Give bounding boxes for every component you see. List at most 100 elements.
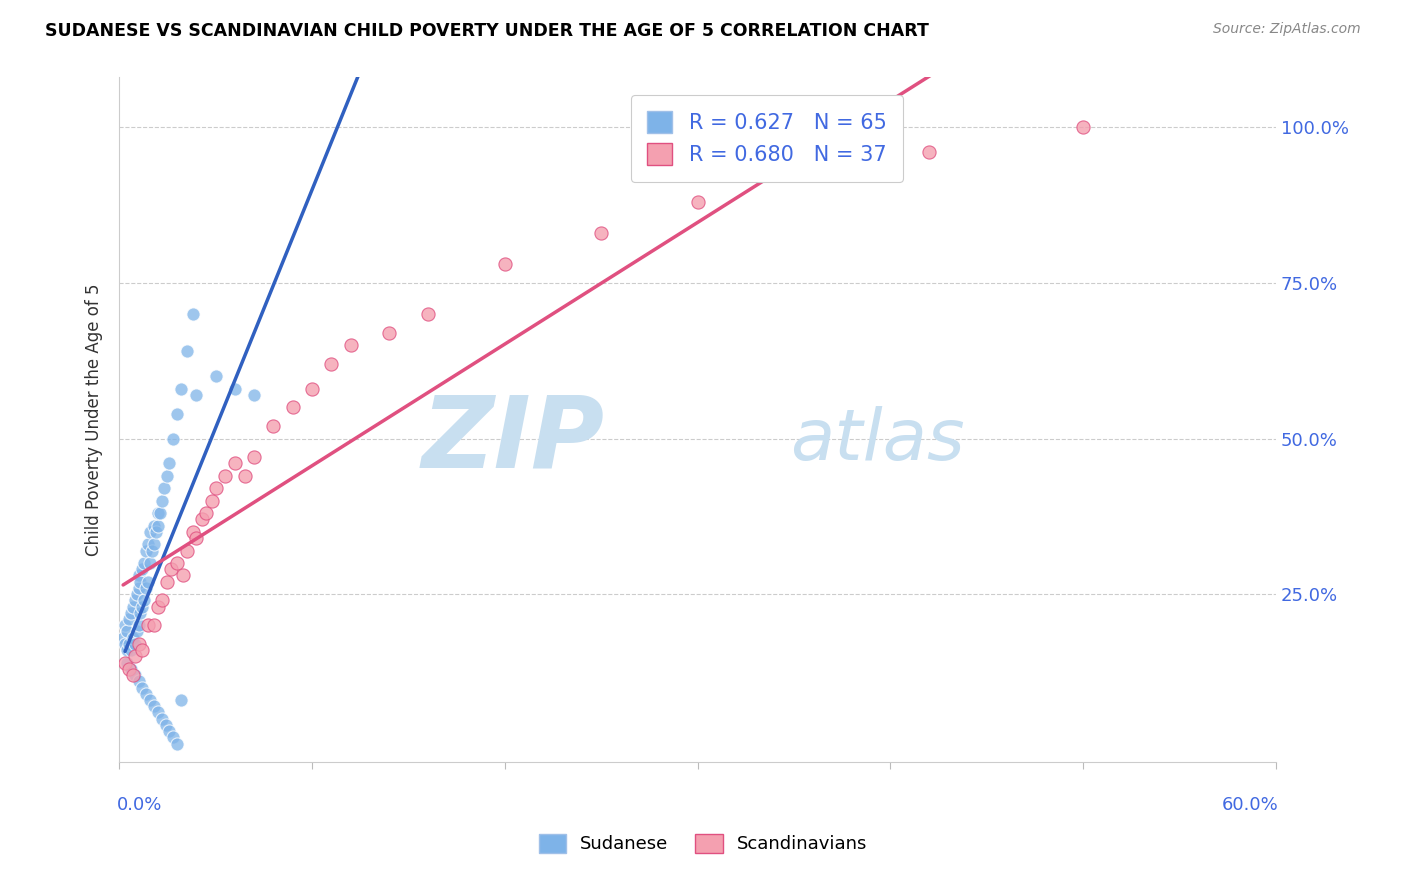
Point xyxy=(120,662,142,676)
Point xyxy=(134,556,156,570)
Point xyxy=(149,506,172,520)
Point xyxy=(128,581,150,595)
Point xyxy=(156,574,179,589)
Point xyxy=(114,618,136,632)
Point xyxy=(145,524,167,539)
Point xyxy=(686,194,709,209)
Point xyxy=(150,712,173,726)
Point xyxy=(166,407,188,421)
Point xyxy=(139,556,162,570)
Point xyxy=(201,493,224,508)
Point xyxy=(181,524,204,539)
Point xyxy=(135,687,157,701)
Point xyxy=(128,618,150,632)
Text: Source: ZipAtlas.com: Source: ZipAtlas.com xyxy=(1213,22,1361,37)
Point xyxy=(146,599,169,614)
Point xyxy=(143,699,166,714)
Legend: Sudanese, Scandinavians: Sudanese, Scandinavians xyxy=(531,826,875,861)
Point xyxy=(139,524,162,539)
Point xyxy=(114,656,136,670)
Point xyxy=(114,637,136,651)
Point xyxy=(124,649,146,664)
Point xyxy=(124,593,146,607)
Point xyxy=(591,226,613,240)
Text: ZIP: ZIP xyxy=(422,392,605,489)
Point xyxy=(134,593,156,607)
Point xyxy=(128,674,150,689)
Point xyxy=(121,599,143,614)
Point xyxy=(121,631,143,645)
Point xyxy=(156,468,179,483)
Point xyxy=(378,326,401,340)
Point xyxy=(224,457,246,471)
Point xyxy=(166,737,188,751)
Point xyxy=(131,681,153,695)
Point xyxy=(112,631,135,645)
Point xyxy=(494,257,516,271)
Point xyxy=(124,668,146,682)
Point xyxy=(176,344,198,359)
Point xyxy=(136,574,159,589)
Point xyxy=(146,706,169,720)
Point xyxy=(121,668,143,682)
Point xyxy=(118,612,141,626)
Point xyxy=(129,574,152,589)
Point xyxy=(131,643,153,657)
Point xyxy=(263,419,285,434)
Point xyxy=(191,512,214,526)
Point xyxy=(152,481,174,495)
Point xyxy=(224,382,246,396)
Point xyxy=(118,662,141,676)
Point xyxy=(128,568,150,582)
Point xyxy=(214,468,236,483)
Point xyxy=(131,562,153,576)
Point xyxy=(243,450,266,465)
Point xyxy=(143,618,166,632)
Point xyxy=(139,693,162,707)
Point xyxy=(233,468,256,483)
Point xyxy=(115,643,138,657)
Point xyxy=(162,432,184,446)
Point xyxy=(115,624,138,639)
Point xyxy=(170,693,193,707)
Point xyxy=(136,618,159,632)
Legend: R = 0.627   N = 65, R = 0.680   N = 37: R = 0.627 N = 65, R = 0.680 N = 37 xyxy=(630,95,904,182)
Point xyxy=(120,643,142,657)
Point xyxy=(135,581,157,595)
Point xyxy=(281,401,304,415)
Point xyxy=(243,388,266,402)
Point xyxy=(135,543,157,558)
Text: SUDANESE VS SCANDINAVIAN CHILD POVERTY UNDER THE AGE OF 5 CORRELATION CHART: SUDANESE VS SCANDINAVIAN CHILD POVERTY U… xyxy=(45,22,929,40)
Point xyxy=(918,145,941,160)
Y-axis label: Child Poverty Under the Age of 5: Child Poverty Under the Age of 5 xyxy=(86,284,103,556)
Point xyxy=(1071,120,1094,135)
Point xyxy=(129,606,152,620)
Text: atlas: atlas xyxy=(790,406,965,475)
Point xyxy=(166,556,188,570)
Point xyxy=(143,518,166,533)
Point xyxy=(195,506,218,520)
Point xyxy=(146,518,169,533)
Text: 0.0%: 0.0% xyxy=(117,797,162,814)
Point xyxy=(124,637,146,651)
Point xyxy=(186,388,208,402)
Point xyxy=(321,357,343,371)
Point xyxy=(155,718,177,732)
Point xyxy=(160,562,183,576)
Point xyxy=(143,537,166,551)
Point xyxy=(301,382,323,396)
Point xyxy=(141,543,163,558)
Point xyxy=(157,724,180,739)
Point xyxy=(170,382,193,396)
Point xyxy=(120,606,142,620)
Point xyxy=(204,481,226,495)
Point xyxy=(150,493,173,508)
Point xyxy=(128,637,150,651)
Point xyxy=(339,338,361,352)
Point xyxy=(131,599,153,614)
Text: 60.0%: 60.0% xyxy=(1222,797,1278,814)
Point xyxy=(146,506,169,520)
Point xyxy=(118,637,141,651)
Point xyxy=(181,307,204,321)
Point xyxy=(176,543,198,558)
